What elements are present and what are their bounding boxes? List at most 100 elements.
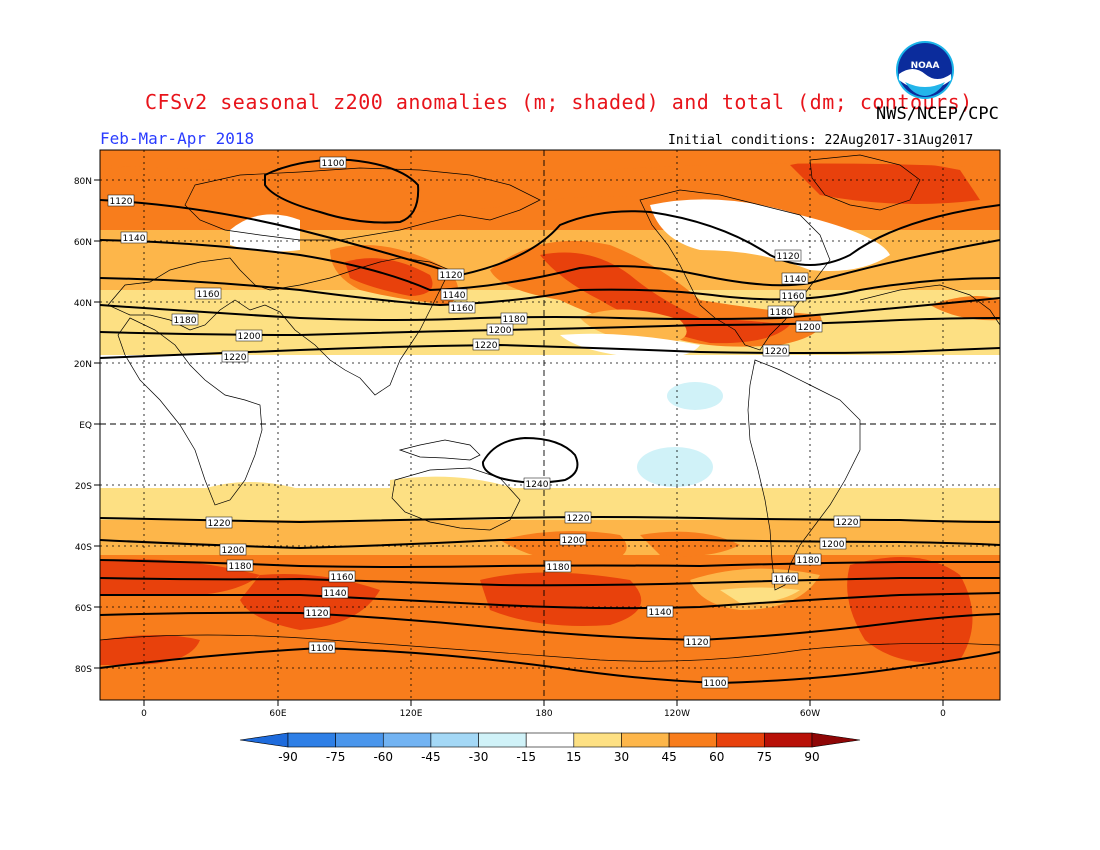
- colorbar-label: -75: [326, 750, 346, 764]
- map-frame: [99, 149, 1001, 701]
- contour-label: 1120: [777, 252, 800, 262]
- lon-label: 120W: [664, 709, 690, 719]
- contour-1220-north: [100, 343, 1000, 359]
- coastlines: [100, 154, 1000, 662]
- contour-label: 1100: [322, 159, 345, 169]
- contour-label: 1140: [324, 589, 347, 599]
- contour-label: 1200: [798, 323, 821, 333]
- contour-1200-north: [100, 317, 1000, 337]
- contour-label: 1220: [836, 518, 859, 528]
- contour-label: 1100: [704, 679, 727, 689]
- colorbar-swatch: [764, 732, 813, 748]
- colorbar-label: 75: [757, 750, 772, 764]
- lon-label: 60E: [269, 709, 286, 719]
- contour-label: 1180: [503, 315, 526, 325]
- contour-1140-south: [100, 592, 1000, 610]
- lat-label: 20S: [75, 482, 92, 492]
- contour-label: 1160: [774, 575, 797, 585]
- contour-label: 1220: [567, 514, 590, 524]
- contour-label: 1200: [822, 540, 845, 550]
- contour-1160-south: [100, 576, 1000, 587]
- anomaly-shading: [100, 150, 1000, 700]
- lon-label: 0: [940, 709, 946, 719]
- contour-label: 1160: [782, 292, 805, 302]
- contour-label: 1220: [224, 353, 247, 363]
- colorbar-swatch: [525, 732, 575, 748]
- contour-label: 1220: [475, 341, 498, 351]
- colorbar-label: 90: [804, 750, 819, 764]
- lon-label: 0: [141, 709, 147, 719]
- colorbar-swatch: [716, 732, 765, 748]
- colorbar-label: -45: [421, 750, 441, 764]
- lat-label: 80N: [74, 177, 92, 187]
- lat-label: EQ: [79, 421, 92, 431]
- lat-label: 40S: [75, 543, 92, 553]
- contour-label: 1160: [331, 573, 354, 583]
- equator-dateline: [100, 150, 1000, 700]
- season-label: Feb-Mar-Apr 2018: [100, 129, 255, 148]
- colorbar-label: -15: [516, 750, 536, 764]
- contour-label: 1120: [110, 197, 133, 207]
- contour-1100-south: [100, 646, 1000, 685]
- contour-1120-south: [100, 611, 1000, 642]
- colorbar: -90 -75 -60 -45 -30 -15 15 30 45 60 75 90: [239, 732, 861, 764]
- noaa-logo: NOAA: [896, 41, 954, 99]
- contour-1140-north: [100, 239, 1000, 292]
- colorbar-swatch: [668, 732, 718, 748]
- colorbar-label: -60: [373, 750, 393, 764]
- contour-label: 1100: [311, 644, 334, 654]
- contour-1160-north: [100, 277, 1000, 307]
- contour-label: 1200: [489, 326, 512, 336]
- lon-label: 120E: [400, 709, 423, 719]
- colorbar-swatch: [287, 732, 336, 748]
- colorbar-swatch: [621, 732, 670, 748]
- initial-conditions-label: Initial conditions: 22Aug2017-31Aug2017: [668, 133, 974, 148]
- contour-labels: 1100 1120 1140 1160 1180 1200 1220 1120 …: [107, 156, 861, 689]
- colorbar-label: -30: [469, 750, 489, 764]
- colorbar-high-arrow: [811, 732, 861, 748]
- contour-label: 1160: [451, 304, 474, 314]
- contour-label: 1180: [229, 562, 252, 572]
- lon-label: 60W: [800, 709, 820, 719]
- lon-label: 180: [535, 709, 552, 719]
- contour-label: 1220: [208, 519, 231, 529]
- lat-label: 20N: [74, 360, 92, 370]
- colorbar-swatch: [335, 732, 384, 748]
- contour-1240-closed: [481, 436, 579, 484]
- lat-label: 60S: [75, 604, 92, 614]
- contour-label: 1200: [562, 536, 585, 546]
- colorbar-label: 45: [661, 750, 676, 764]
- contour-label: 1180: [547, 563, 570, 573]
- contour-label: 1120: [686, 638, 709, 648]
- contour-label: 1200: [238, 332, 261, 342]
- lat-label: 60N: [74, 238, 92, 248]
- colorbar-label: -90: [278, 750, 298, 764]
- axis-ticks: [94, 179, 944, 706]
- contour-label: 1140: [649, 608, 672, 618]
- lat-label: 80S: [75, 665, 92, 675]
- contour-label: 1140: [784, 275, 807, 285]
- contour-1180-north: [100, 297, 1000, 321]
- map-title: CFSv2 seasonal z200 anomalies (m; shaded…: [145, 90, 973, 114]
- contour-label: 1180: [797, 556, 820, 566]
- contour-label: 1140: [443, 291, 466, 301]
- contour-label: 1180: [174, 316, 197, 326]
- contour-1120-north: [100, 199, 1000, 277]
- contour-label: 1220: [765, 347, 788, 357]
- longitude-labels: 0 60E 120E 180 120W 60W 0: [141, 709, 946, 719]
- contour-label: 1240: [526, 480, 549, 490]
- colorbar-swatch: [573, 732, 622, 748]
- contour-label: 1140: [123, 234, 146, 244]
- colorbar-label: 30: [614, 750, 629, 764]
- colorbar-swatch: [382, 732, 432, 748]
- contour-label: 1200: [222, 546, 245, 556]
- colorbar-label: 60: [709, 750, 724, 764]
- colorbar-low-arrow: [239, 732, 289, 748]
- contour-label: 1120: [306, 609, 329, 619]
- colorbar-swatch: [478, 732, 527, 748]
- colorbar-label: 15: [566, 750, 581, 764]
- lat-label: 40N: [74, 299, 92, 309]
- contour-label: 1120: [440, 271, 463, 281]
- colorbar-swatch: [430, 732, 479, 748]
